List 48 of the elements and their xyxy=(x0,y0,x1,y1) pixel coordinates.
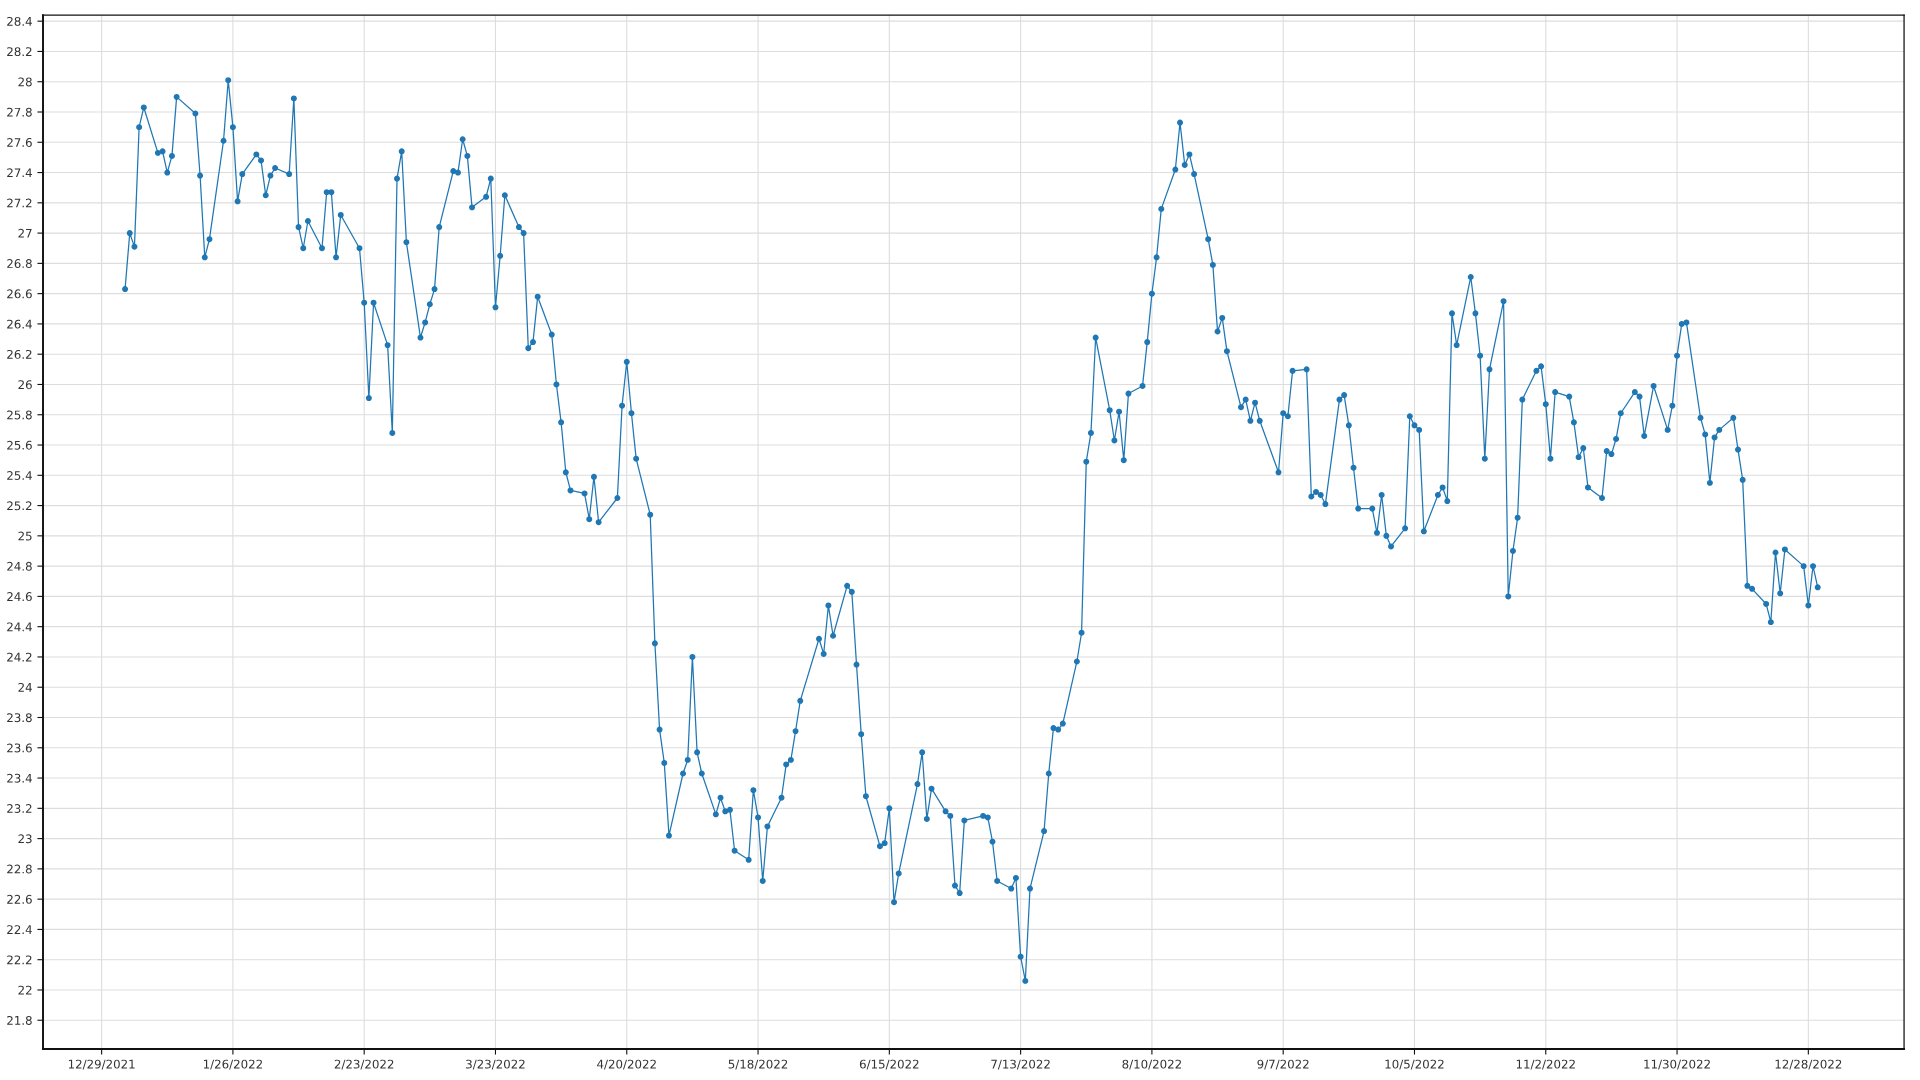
y-tick-label: 26.6 xyxy=(7,289,32,299)
y-tick-label: 27.6 xyxy=(7,138,32,147)
y-tick-label: 23.6 xyxy=(7,743,32,753)
y-tick-label: 22.6 xyxy=(7,894,32,904)
y-tick-label: 23 xyxy=(18,834,32,844)
y-tick-label: 23.4 xyxy=(7,773,32,783)
y-tick-label: 25.4 xyxy=(7,471,32,480)
y-tick-label: 22.4 xyxy=(7,925,32,934)
y-tick-label: 25.2 xyxy=(7,501,32,511)
y-tick-label: 24.2 xyxy=(7,652,32,662)
x-tick-label: 9/7/2022 xyxy=(1257,1059,1309,1070)
x-tick-label: 2/23/2022 xyxy=(334,1059,394,1070)
x-tick-label: 5/18/2022 xyxy=(728,1059,788,1070)
x-tick-label: 7/13/2022 xyxy=(991,1059,1050,1070)
y-tick-label: 26 xyxy=(18,380,32,390)
y-tick-label: 23.8 xyxy=(7,713,32,723)
y-tick-label: 28.2 xyxy=(7,47,32,57)
y-tick-label: 28 xyxy=(18,77,32,87)
y-tick-label: 21.8 xyxy=(7,1015,32,1025)
x-tick-label: 12/28/2022 xyxy=(1775,1059,1842,1070)
y-tick-label: 22.8 xyxy=(7,864,32,874)
y-tick-label: 26.8 xyxy=(7,259,32,269)
x-tick-label: 10/5/2022 xyxy=(1385,1059,1444,1070)
x-tick-label: 4/20/2022 xyxy=(597,1059,656,1070)
y-tick-label: 25.8 xyxy=(7,410,32,420)
y-tick-label: 27 xyxy=(18,228,32,238)
y-tick-label: 24.6 xyxy=(7,592,32,602)
x-tick-label: 6/15/2022 xyxy=(859,1059,919,1070)
y-tick-label: 24.8 xyxy=(7,561,32,571)
x-tick-label: 11/2/2022 xyxy=(1516,1059,1575,1070)
y-tick-label: 24.4 xyxy=(7,622,32,632)
y-tick-label: 25 xyxy=(18,531,32,541)
x-tick-label: 1/26/2022 xyxy=(203,1059,262,1070)
y-tick-label: 27.2 xyxy=(7,198,32,208)
y-tick-label: 28.4 xyxy=(7,16,32,26)
y-tick-label: 24 xyxy=(18,682,32,692)
x-tick-label: 3/23/2022 xyxy=(466,1059,525,1070)
y-tick-label: 22 xyxy=(18,985,32,995)
x-tick-label: 11/30/2022 xyxy=(1644,1059,1710,1070)
y-tick-label: 27.4 xyxy=(7,168,32,178)
y-tick-label: 22.2 xyxy=(7,955,32,965)
y-tick-label: 26.2 xyxy=(7,349,32,359)
y-tick-label: 26.4 xyxy=(7,319,32,329)
x-tick-label: 8/10/2022 xyxy=(1122,1059,1181,1070)
y-tick-label: 25.6 xyxy=(7,440,32,450)
x-tick-label: 12/29/2021 xyxy=(68,1059,135,1070)
y-tick-label: 23.2 xyxy=(7,804,32,813)
y-tick-label: 27.8 xyxy=(7,107,32,117)
